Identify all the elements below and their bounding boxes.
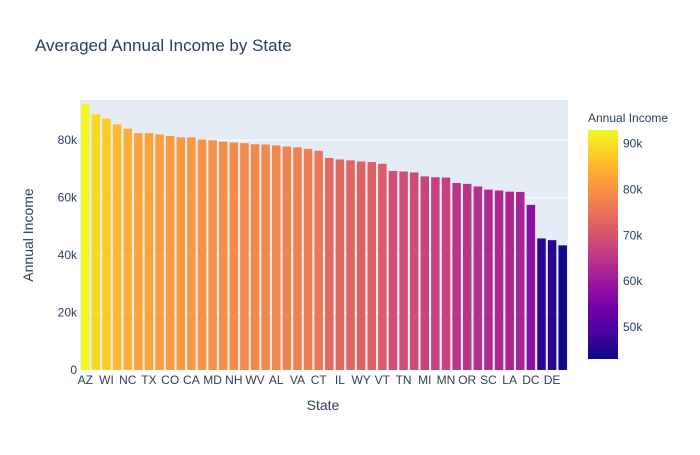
bar-8 [165, 135, 175, 370]
bar-3 [112, 124, 122, 370]
bar-4 [123, 128, 132, 370]
bar-14 [229, 142, 239, 370]
bar-29 [388, 170, 398, 370]
colorbar-tick-label: 50k [623, 320, 643, 334]
colorbar-tick-label: 90k [623, 137, 643, 151]
bar-24 [335, 159, 345, 370]
bar-42 [526, 204, 536, 370]
x-tick-label: CO [161, 373, 179, 387]
bar-27 [367, 162, 376, 370]
bar-7 [155, 134, 164, 370]
chart-title: Averaged Annual Income by State [35, 36, 292, 55]
x-tick-label: DC [522, 373, 540, 387]
bar-10 [187, 137, 196, 370]
x-tick-label: WI [99, 373, 114, 387]
bar-40 [505, 191, 514, 370]
colorbar-tick-label: 70k [623, 228, 643, 242]
bar-41 [516, 191, 525, 370]
bar-31 [409, 172, 419, 370]
x-tick-label: CA [183, 373, 200, 387]
bar-22 [314, 150, 323, 370]
y-axis-label: Annual Income [20, 188, 36, 282]
bar-12 [208, 140, 217, 370]
bar-23 [325, 158, 334, 370]
bar-44 [547, 240, 557, 370]
x-axis-label: State [307, 397, 340, 413]
bar-6 [144, 133, 154, 370]
x-tick-label: AL [269, 373, 284, 387]
bar-20 [293, 147, 302, 370]
bar-45 [558, 245, 567, 370]
bar-38 [484, 189, 493, 370]
x-tick-label: DE [544, 373, 561, 387]
x-tick-label: MD [203, 373, 222, 387]
x-tick-label: LA [502, 373, 517, 387]
x-tick-label: NH [225, 373, 242, 387]
bar-13 [218, 141, 228, 370]
colorbar-tick-label: 60k [623, 274, 643, 288]
y-tick-label: 60k [58, 191, 78, 205]
bar-43 [537, 238, 546, 370]
bar-35 [452, 183, 461, 370]
y-axis-ticks: 0 20k 40k 60k 80k [58, 133, 78, 377]
y-tick-label: 0 [70, 363, 77, 377]
colorbar-tick-label: 80k [623, 183, 643, 197]
x-tick-label: WV [245, 373, 264, 387]
x-tick-label: NC [119, 373, 137, 387]
x-tick-label: AZ [78, 373, 93, 387]
x-tick-label: MN [437, 373, 456, 387]
x-tick-label: OR [458, 373, 476, 387]
bar-39 [494, 190, 504, 370]
bars [81, 104, 567, 370]
x-tick-label: TX [141, 373, 156, 387]
x-tick-label: VT [375, 373, 391, 387]
bar-0 [81, 104, 90, 370]
x-tick-label: TN [396, 373, 412, 387]
bar-26 [356, 161, 366, 370]
colorbar-ticks: 50k 60k 70k 80k 90k [623, 137, 643, 334]
x-tick-label: IL [335, 373, 345, 387]
colorbar-gradient [588, 130, 618, 359]
bar-18 [272, 145, 281, 370]
colorbar-title: Annual Income [588, 111, 668, 125]
x-tick-label: MI [418, 373, 431, 387]
bar-34 [441, 177, 451, 370]
bar-1 [91, 114, 101, 370]
bar-9 [176, 137, 186, 370]
bar-28 [378, 163, 387, 370]
bar-37 [473, 186, 483, 370]
x-axis-ticks: AZ WI NC TX CO CA MD NH WV AL VA CT IL WY VT TN MI MN OR SC… [78, 373, 561, 387]
bar-15 [240, 143, 249, 370]
bar-5 [134, 133, 143, 370]
bar-32 [420, 176, 430, 370]
bar-36 [462, 183, 472, 370]
bar-33 [431, 177, 440, 370]
bar-19 [282, 146, 292, 370]
y-tick-label: 40k [58, 248, 78, 262]
bar-25 [346, 160, 355, 370]
y-tick-label: 80k [58, 133, 78, 147]
bar-21 [303, 148, 313, 370]
bar-30 [399, 171, 408, 370]
x-tick-label: CT [311, 373, 328, 387]
colorbar: Annual Income 50k 60k 70k 80k 90k [588, 111, 668, 359]
x-tick-label: VA [290, 373, 305, 387]
x-tick-label: WY [351, 373, 370, 387]
bar-16 [250, 144, 260, 370]
bar-17 [261, 144, 270, 370]
x-tick-label: SC [480, 373, 497, 387]
y-tick-label: 20k [58, 306, 78, 320]
bar-11 [197, 139, 207, 370]
bar-2 [102, 118, 111, 370]
